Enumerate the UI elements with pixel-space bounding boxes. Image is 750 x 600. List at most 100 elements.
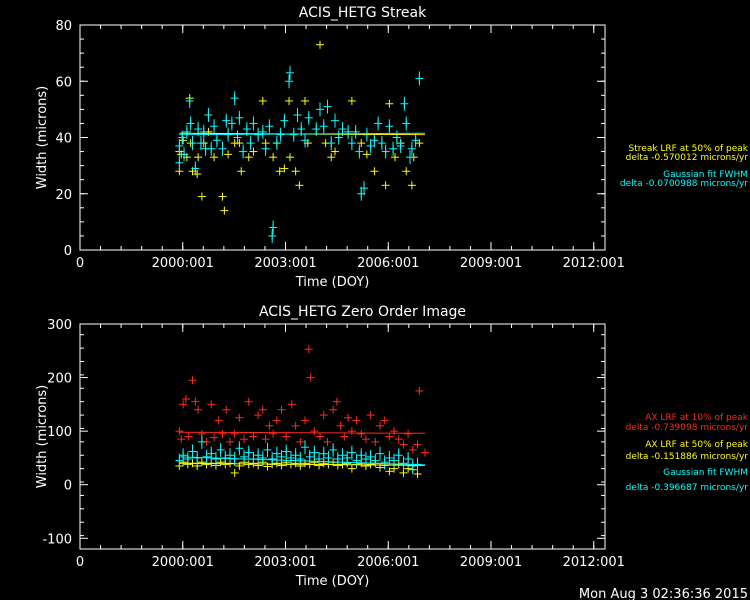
- data-point: [191, 397, 200, 406]
- data-point: [408, 458, 417, 473]
- data-point: [222, 405, 231, 414]
- data-point: [235, 110, 244, 125]
- data-point: [188, 376, 197, 385]
- fit-line: [179, 456, 426, 466]
- data-point: [361, 452, 370, 466]
- data-point: [327, 136, 336, 151]
- data-point: [186, 116, 195, 131]
- data-point: [212, 133, 221, 148]
- data-point: [216, 442, 225, 457]
- data-point: [258, 405, 267, 414]
- data-point: [374, 116, 383, 131]
- data-point: [244, 153, 253, 162]
- data-point: [182, 124, 191, 139]
- plot-frame: [79, 323, 606, 550]
- data-point: [296, 452, 305, 466]
- data-point: [207, 400, 216, 409]
- data-point: [222, 113, 231, 128]
- y-tick-label: 100: [47, 425, 72, 440]
- data-point: [351, 124, 360, 139]
- data-point: [385, 432, 394, 441]
- data-point: [385, 450, 394, 465]
- data-point: [366, 138, 375, 153]
- data-point: [407, 181, 416, 190]
- data-point: [392, 130, 401, 145]
- data-point: [194, 122, 203, 137]
- data-point: [324, 450, 333, 465]
- data-point: [370, 133, 379, 148]
- x-tick-label: 2003:001: [254, 555, 316, 570]
- data-point: [390, 427, 399, 436]
- data-point: [296, 437, 305, 446]
- data-point: [291, 167, 300, 176]
- data-point: [396, 138, 405, 153]
- data-point: [239, 144, 248, 159]
- x-axis-label: Time (DOY): [295, 574, 370, 589]
- data-point: [421, 448, 429, 457]
- timestamp: Mon Aug 3 02:36:36 2015: [579, 587, 748, 600]
- streak-chart: ACIS_HETG Streak Time (DOY) Width (microns…: [35, 5, 749, 290]
- data-point: [202, 449, 211, 464]
- data-point: [357, 139, 366, 148]
- data-point: [265, 119, 274, 134]
- series-0: [175, 40, 424, 215]
- data-point: [235, 441, 244, 456]
- x-tick-label: 2009:001: [460, 555, 522, 570]
- data-point: [319, 119, 328, 134]
- legend-series-name: Gaussian fit FWHM: [663, 170, 748, 180]
- data-point: [265, 421, 274, 430]
- data-point: [380, 416, 389, 425]
- data-point: [347, 445, 356, 460]
- data-point: [289, 127, 298, 142]
- data-point: [316, 432, 324, 441]
- data-point: [188, 444, 197, 459]
- data-point: [282, 444, 291, 459]
- data-point: [254, 448, 263, 463]
- data-point: [175, 427, 184, 436]
- x-tick-label: 2012:001: [563, 256, 625, 271]
- data-point: [394, 435, 403, 444]
- data-point: [207, 141, 216, 156]
- data-point: [415, 71, 424, 86]
- y-tick-label: 300: [47, 318, 72, 333]
- data-point: [185, 93, 194, 108]
- data-point: [249, 432, 258, 441]
- data-point: [301, 416, 309, 425]
- data-point: [316, 40, 324, 49]
- data-point: [385, 99, 394, 108]
- data-point: [413, 440, 422, 449]
- data-point: [319, 446, 328, 461]
- data-point: [193, 170, 202, 179]
- data-point: [404, 452, 413, 466]
- data-point: [254, 461, 263, 470]
- data-point: [301, 96, 309, 105]
- data-point: [180, 147, 189, 162]
- data-point: [175, 138, 184, 153]
- data-point: [244, 445, 253, 460]
- data-point: [370, 167, 379, 176]
- data-point: [269, 220, 278, 235]
- fit-line: [179, 462, 426, 466]
- data-point: [244, 397, 253, 406]
- data-point: [220, 206, 229, 215]
- data-point: [216, 458, 225, 467]
- zero-order-chart: ACIS_HETG Zero Order Image Time (DOY) Widt…: [35, 304, 749, 589]
- legend-slope-text: delta -0.0700988 microns/yr: [620, 179, 748, 189]
- data-point: [191, 161, 200, 176]
- data-point: [347, 136, 356, 151]
- data-point: [355, 144, 364, 159]
- data-point: [291, 448, 300, 463]
- data-point: [357, 448, 366, 463]
- x-tick-label: 2003:001: [254, 256, 316, 271]
- data-point: [286, 153, 294, 162]
- data-point: [226, 448, 234, 463]
- data-point: [344, 413, 353, 422]
- data-point: [235, 413, 244, 422]
- x-axis-label: Time (DOY): [295, 275, 370, 290]
- y-tick-label: 200: [47, 372, 72, 387]
- data-point: [347, 96, 356, 105]
- data-point: [327, 153, 336, 162]
- data-point: [334, 130, 343, 145]
- y-tick-label: 20: [55, 188, 72, 203]
- legend-slope-text: delta -0.570012 microns/yr: [626, 153, 749, 163]
